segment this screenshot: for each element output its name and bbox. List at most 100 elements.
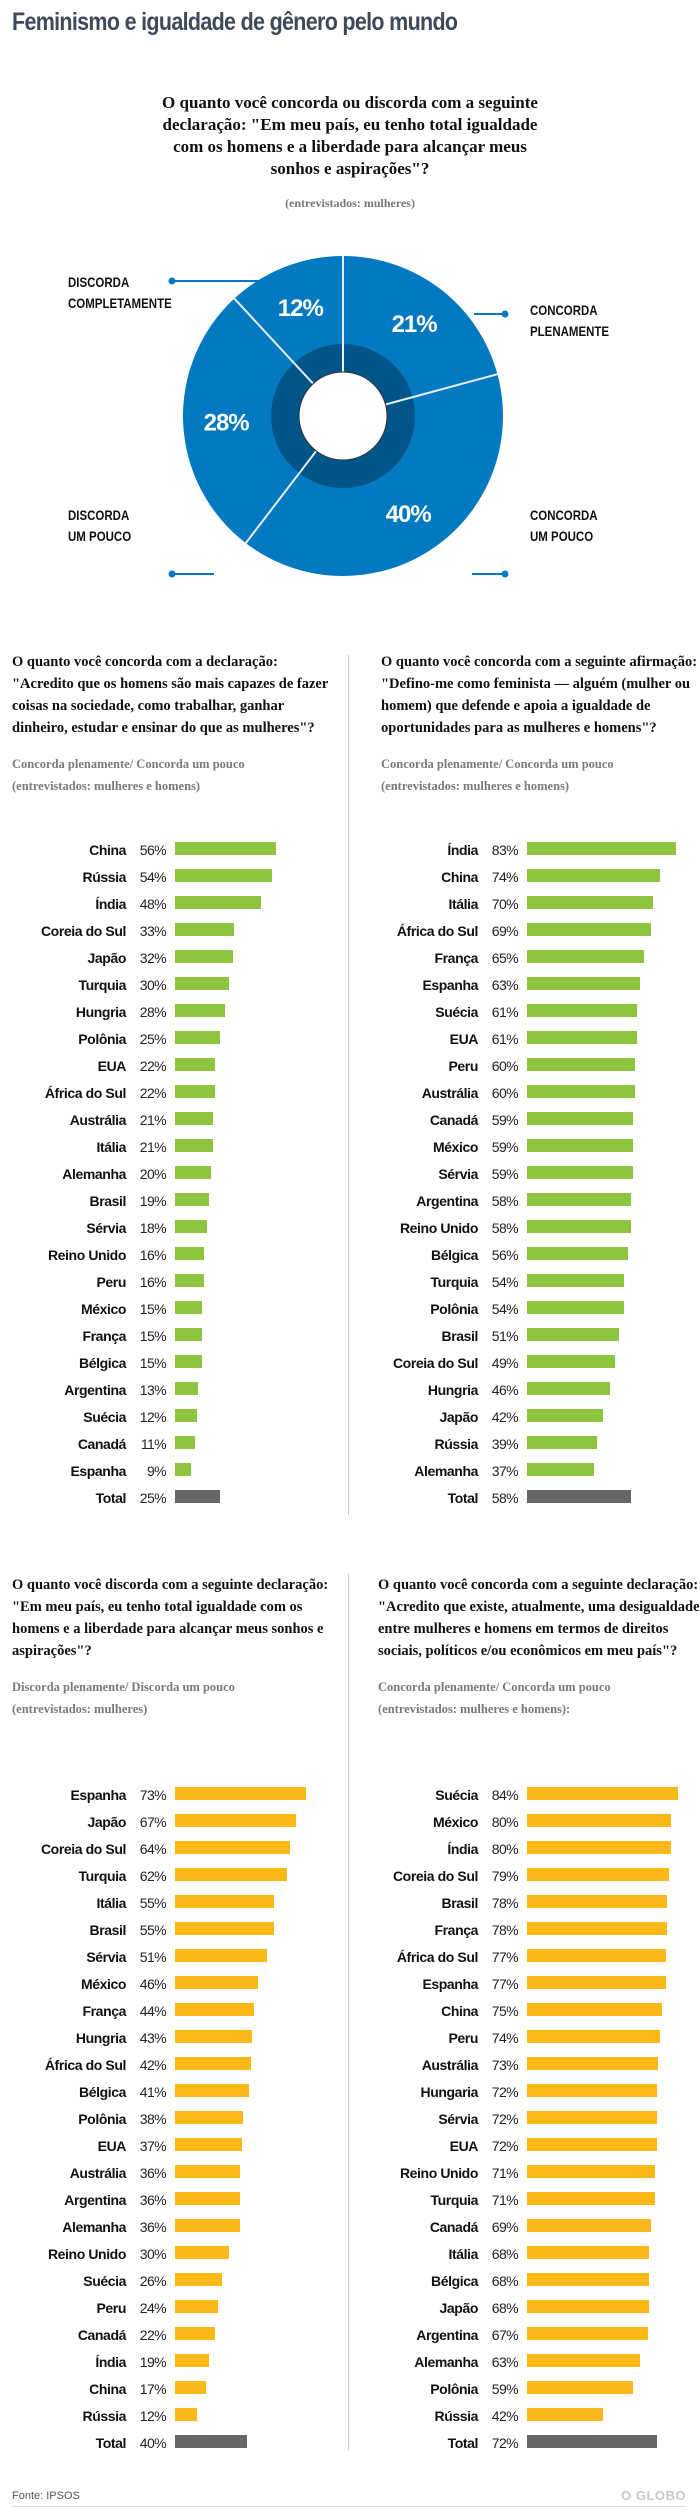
category-label: Polônia (430, 1301, 478, 1317)
chart-disagree-equality-header: O quanto você discorda com a seguinte de… (12, 1574, 342, 1720)
category-label: Turquia (78, 1868, 127, 1884)
bar (175, 1409, 197, 1422)
bar (527, 2003, 662, 2016)
category-label: Índia (95, 2354, 126, 2370)
category-label: Rússia (434, 1436, 478, 1452)
bar-row: Canadá 59% (352, 1108, 700, 1135)
category-label: EUA (97, 2138, 127, 2154)
bar-row: Total 25% (0, 1486, 350, 1513)
value-label: 67% (139, 1814, 167, 1830)
value-label: 21% (139, 1139, 167, 1155)
category-label: Argentina (64, 1382, 126, 1398)
bar (527, 923, 652, 936)
bar-row: EUA 61% (352, 1027, 700, 1054)
bar-row: Suécia 61% (352, 1000, 700, 1027)
bar-row: Espanha 9% (0, 1459, 350, 1486)
bar-row: China 17% (0, 2377, 350, 2404)
bar (527, 1922, 668, 1935)
bar-row: Austrália 60% (352, 1081, 700, 1108)
value-label: 71% (491, 2192, 519, 2208)
bar-row: Peru 16% (0, 1270, 350, 1297)
category-label: Suécia (83, 1409, 126, 1425)
total-bar (175, 1490, 220, 1503)
bar (527, 2192, 655, 2205)
bar-row: Japão 32% (0, 946, 350, 973)
bar-row: Alemanha 20% (0, 1162, 350, 1189)
category-label: Total (447, 1490, 479, 1506)
bar (175, 1193, 210, 1206)
value-label: 20% (139, 1166, 167, 1182)
bar (175, 2273, 222, 2286)
category-label: Coreia do Sul (40, 923, 126, 939)
bar (175, 1166, 211, 1179)
value-label: 24% (139, 2300, 167, 2316)
value-label: 19% (139, 1193, 167, 1209)
bar (527, 1382, 610, 1395)
bar (175, 1085, 215, 1098)
bar (527, 1112, 634, 1125)
bar-row: Canadá 11% (0, 1432, 350, 1459)
category-label: Brasil (89, 1922, 126, 1938)
value-label: 79% (491, 1868, 519, 1884)
category-label: Reino Unido (47, 1247, 126, 1263)
category-label: Alemanha (62, 1166, 126, 1182)
category-label: EUA (449, 1031, 479, 1047)
category-label: Coreia do Sul (392, 1355, 478, 1371)
value-label: 21% (139, 1112, 167, 1128)
bar-row: África do Sul 69% (352, 919, 700, 946)
value-label: 19% (139, 2354, 167, 2370)
value-label: 13% (139, 1382, 167, 1398)
value-label: 73% (139, 1787, 167, 1803)
bar-row: Sérvia 51% (0, 1945, 350, 1972)
value-label: 58% (491, 1490, 519, 1506)
value-label: 58% (491, 1193, 519, 1209)
category-label: África do Sul (396, 923, 479, 939)
bar-row: Peru 74% (352, 2026, 700, 2053)
total-bar (527, 2435, 657, 2448)
value-label: 72% (491, 2084, 519, 2100)
bar (527, 1814, 671, 1827)
bar (527, 1976, 666, 1989)
bar-row: EUA 72% (352, 2134, 700, 2161)
value-label: 63% (491, 977, 519, 993)
bar-row: Bélgica 41% (0, 2080, 350, 2107)
category-label: Sérvia (438, 2111, 478, 2127)
value-label: 46% (139, 1976, 167, 1992)
value-label: 70% (491, 896, 519, 912)
category-label: Sérvia (86, 1949, 126, 1965)
bar-row: China 74% (352, 865, 700, 892)
bar-row: Polônia 38% (0, 2107, 350, 2134)
bar-row: Reino Unido 16% (0, 1243, 350, 1270)
bar (527, 2354, 641, 2367)
bar (175, 1031, 220, 1044)
bar-row: Hungria 28% (0, 1000, 350, 1027)
pie-subtitle: (entrevistados: mulheres) (285, 196, 415, 210)
value-label: 36% (139, 2219, 167, 2235)
bar-row: Hungria 46% (352, 1378, 700, 1405)
bar-row: México 46% (0, 1972, 350, 1999)
value-label: 67% (491, 2327, 519, 2343)
bar-row: Bélgica 15% (0, 1351, 350, 1378)
bar (527, 1274, 625, 1287)
bar (527, 896, 653, 909)
bar-row: Argentina 13% (0, 1378, 350, 1405)
bar (527, 842, 677, 855)
bar-row: África do Sul 77% (352, 1945, 700, 1972)
value-label: 63% (491, 2354, 519, 2370)
bar-row: Índia 48% (0, 892, 350, 919)
value-label: 15% (139, 1355, 167, 1371)
bar (527, 1328, 619, 1341)
label-line: DISCORDA (68, 507, 130, 523)
bar-row: Reino Unido 30% (0, 2242, 350, 2269)
value-label: 36% (139, 2192, 167, 2208)
value-label: 83% (491, 842, 519, 858)
category-label: Brasil (441, 1328, 478, 1344)
bar (175, 2246, 229, 2259)
subtitle-line: (entrevistados: mulheres e homens): (378, 1702, 571, 1716)
category-label: Japão (439, 2300, 479, 2316)
bar-row: Rússia 42% (352, 2404, 700, 2431)
bar (527, 1355, 616, 1368)
bar-row: Rússia 39% (352, 1432, 700, 1459)
category-label: Total (95, 1490, 127, 1506)
bar-row: Suécia 12% (0, 1405, 350, 1432)
